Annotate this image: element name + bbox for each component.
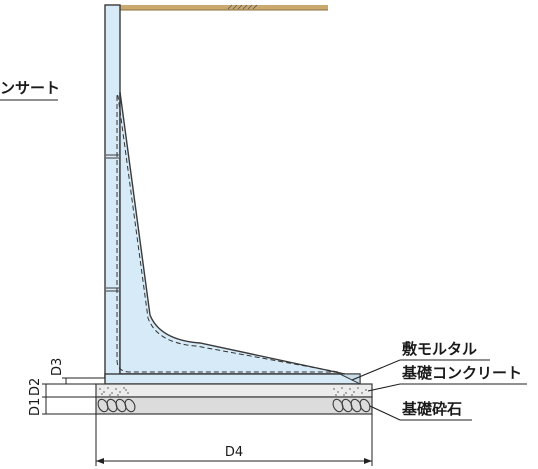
wall-base-slab <box>104 373 361 385</box>
foundation-concrete <box>95 383 373 398</box>
foundation-concrete-leader <box>367 383 401 392</box>
insert-label: ンサート <box>0 79 60 97</box>
d2-label: D2 <box>28 378 43 396</box>
concrete-speckles-right <box>333 387 367 396</box>
stones-left <box>97 398 136 413</box>
crushed-stone-layer <box>95 396 373 415</box>
wall-stem <box>104 4 121 378</box>
vertical-dimensions <box>42 377 105 415</box>
rebar-dashed-line <box>116 96 338 373</box>
l-shaped-wall-block <box>104 4 361 385</box>
rebar-rib-dashed <box>116 95 339 373</box>
d4-arrow-left <box>96 458 104 464</box>
bed-mortar-leader <box>351 359 401 381</box>
concrete-speckles-left <box>99 387 129 396</box>
insert-callout: ンサート <box>0 79 60 101</box>
soil-hatch <box>227 4 258 10</box>
wall-rib <box>119 91 346 375</box>
foundation-crushed-stone <box>95 396 373 415</box>
d3-label: D3 <box>50 358 65 376</box>
ground-surface <box>120 4 328 11</box>
bed-mortar-label: 敷モルタル <box>402 340 477 358</box>
crushed-stone-callout: 基礎砕石 <box>369 400 472 421</box>
stones-right <box>332 398 371 413</box>
crushed-stone-leader <box>369 405 401 421</box>
foundation-concrete-callout: 基礎コンクリート <box>367 364 527 392</box>
d1-label: D1 <box>28 398 43 416</box>
foundation-concrete-label: 基礎コンクリート <box>401 364 522 382</box>
horizontal-dimension <box>95 414 373 466</box>
bed-mortar-callout: 敷モルタル <box>351 340 490 381</box>
crushed-stone-label: 基礎砕石 <box>401 400 462 418</box>
foundation-concrete-layer <box>95 383 373 398</box>
d4-label: D4 <box>225 445 243 460</box>
d4-arrow-right <box>364 458 372 464</box>
soil-strip <box>120 5 328 10</box>
slab-toe <box>339 373 361 385</box>
